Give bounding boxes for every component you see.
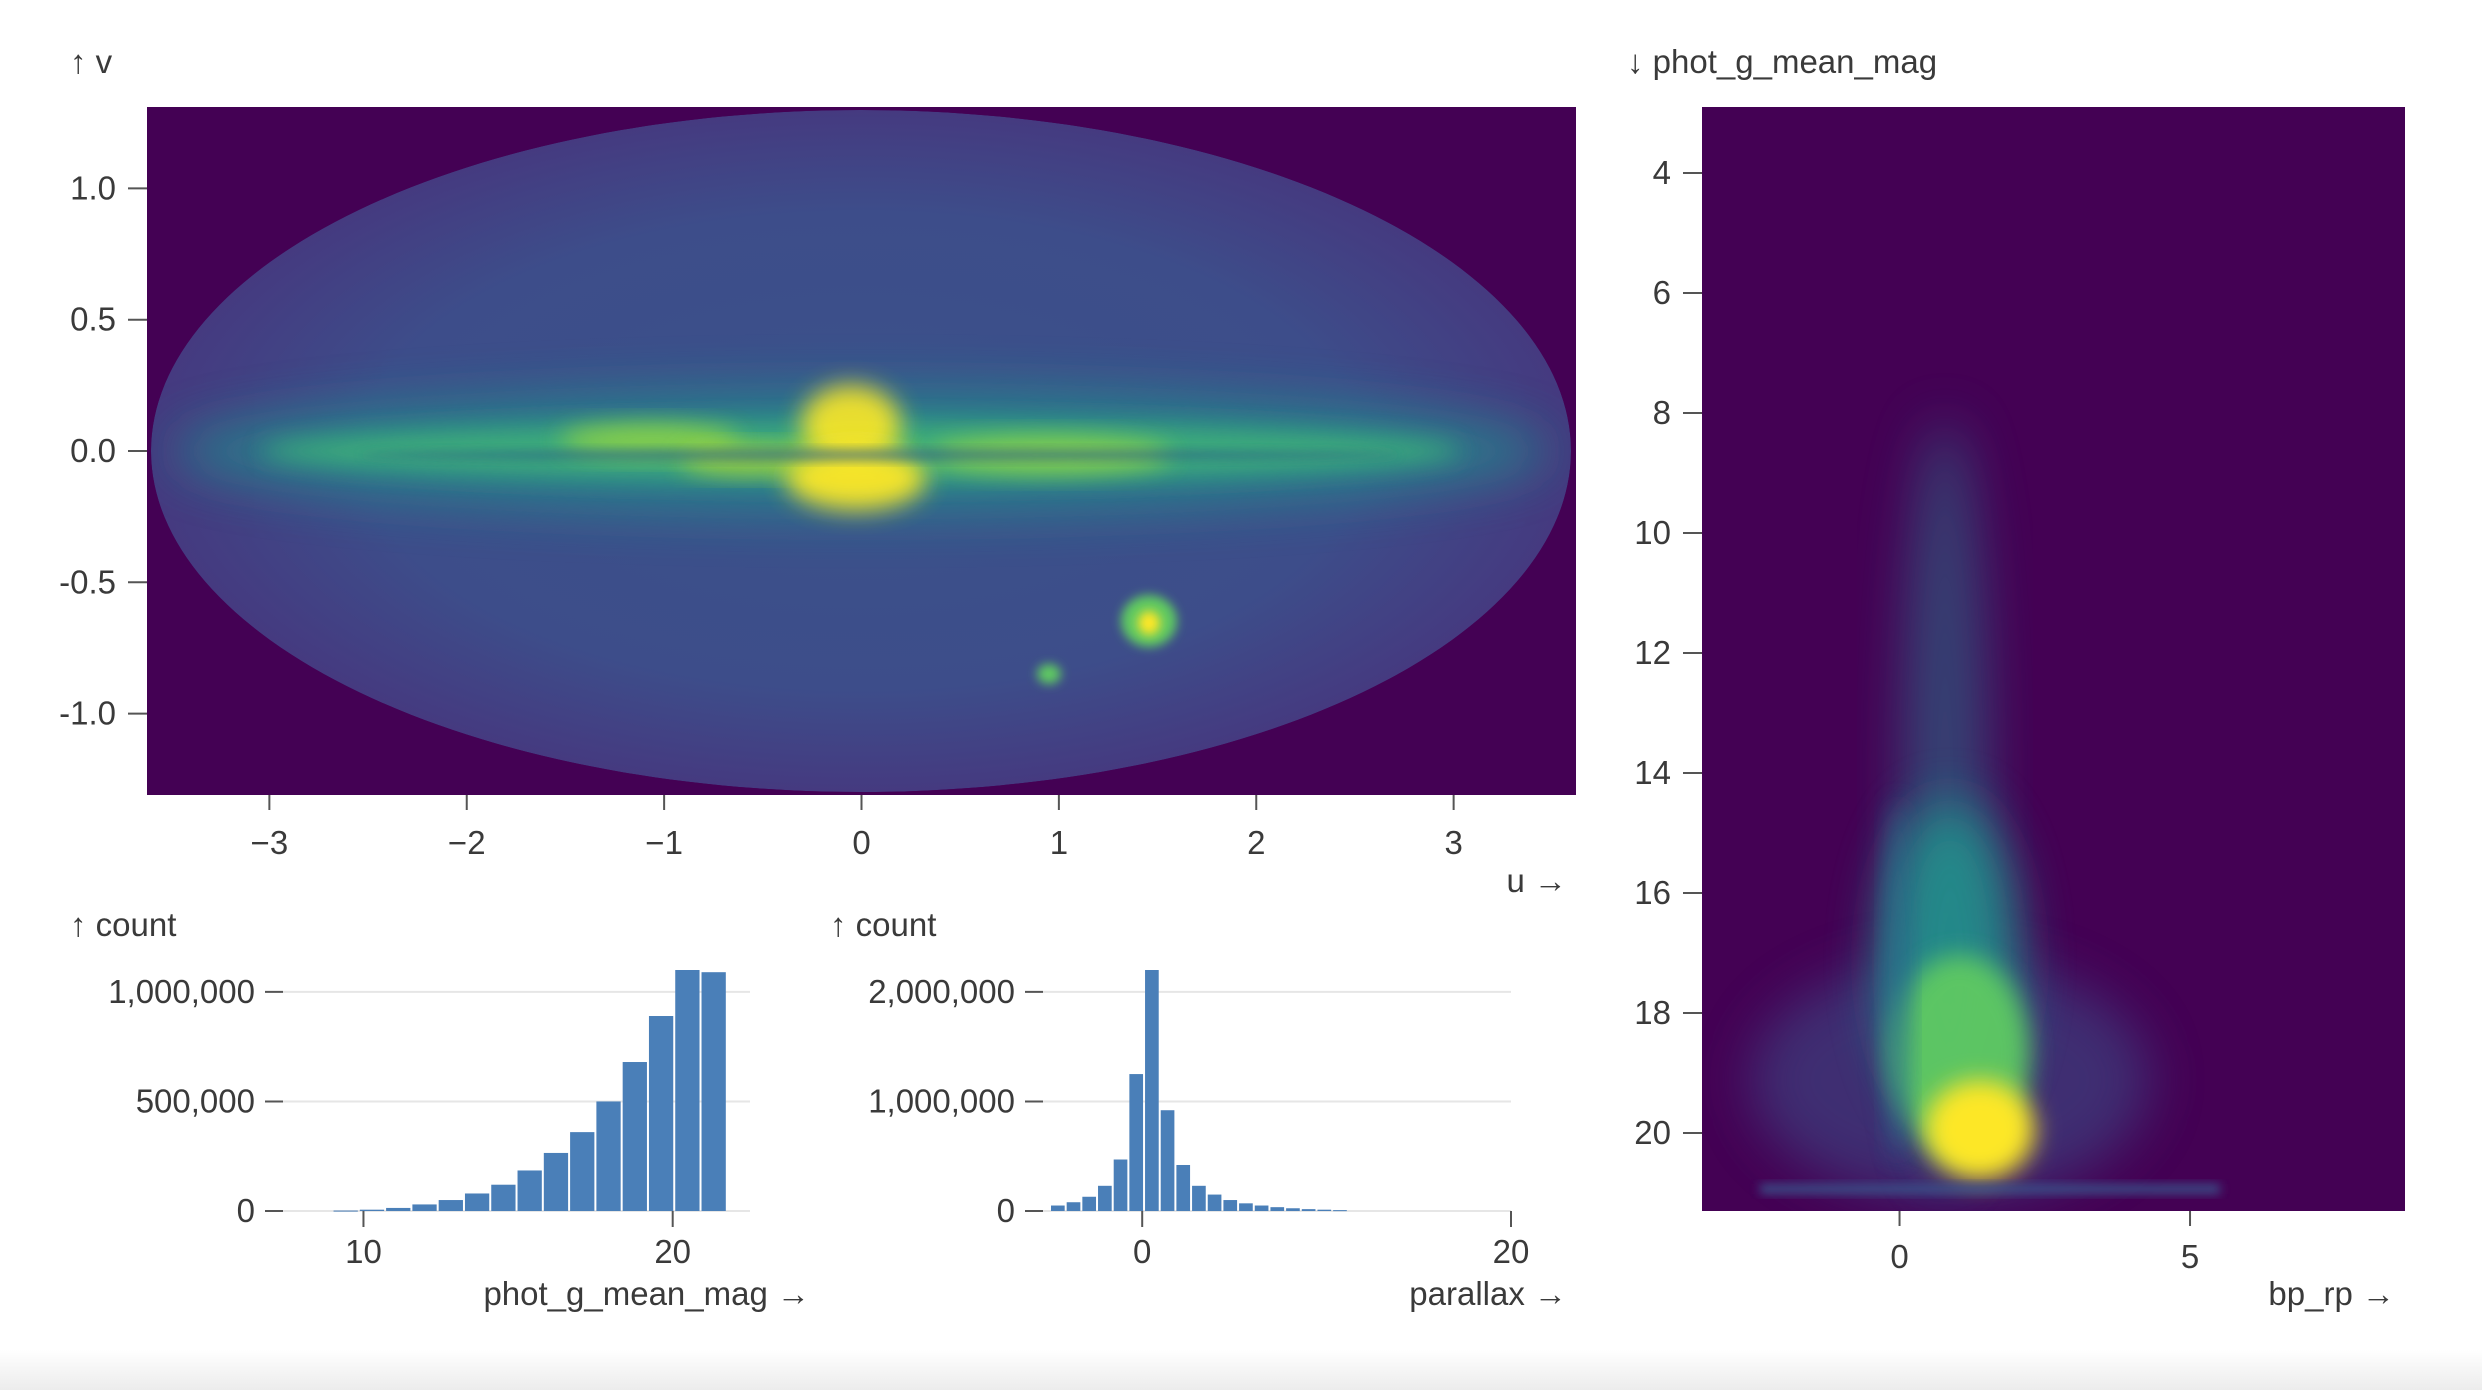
- hist1-bar: [596, 1101, 621, 1211]
- histogram-parallax: 0 1,000,000 2,000,000 0 20: [868, 970, 1529, 1270]
- cmd-y-tick-label: 6: [1653, 274, 1671, 311]
- hist2-bar: [1192, 1185, 1206, 1211]
- sky-x-tick-label: −1: [645, 824, 683, 861]
- sky-map-image: [151, 110, 1571, 792]
- window-bottom-edge: [0, 1350, 2482, 1390]
- hist1-bar: [333, 1210, 358, 1212]
- hist1-y-tick-label: 1,000,000: [108, 973, 255, 1010]
- hist1-bar: [570, 1132, 595, 1211]
- sky-x-tick-label: 3: [1444, 824, 1462, 861]
- cmd-panel: [1702, 107, 2405, 1211]
- hist1-bar: [359, 1209, 385, 1211]
- hist2-x-tick-label: 0: [1133, 1233, 1151, 1270]
- hist1-y-tick-label: 0: [237, 1192, 255, 1229]
- sky-y-tick-label: -1.0: [59, 695, 116, 732]
- cmd-y-tick-label: 14: [1634, 754, 1671, 791]
- hist2-bar: [1223, 1200, 1238, 1211]
- sky-map-axes: −3 −2 −1 0 1 2 3 1.0 0.5 0.0 -0.5 -1.0: [59, 169, 1463, 861]
- sky-x-axis-title: u →: [1506, 862, 1567, 899]
- histogram-phot-g-mean-mag: 0 500,000 1,000,000 10 20: [108, 970, 750, 1270]
- sky-y-tick-label: 0.0: [70, 432, 116, 469]
- hist1-bar: [412, 1204, 437, 1211]
- hist1-bar: [386, 1207, 411, 1211]
- hist1-bar: [438, 1200, 463, 1211]
- hist1-bar: [622, 1062, 647, 1211]
- cmd-y-tick-label: 10: [1634, 514, 1671, 551]
- cmd-x-tick-label: 5: [2181, 1238, 2199, 1275]
- hist1-bar: [517, 1170, 542, 1211]
- sky-x-tick-label: 0: [852, 824, 870, 861]
- sky-y-tick-label: 0.5: [70, 301, 116, 338]
- cmd-y-tick-label: 16: [1634, 874, 1671, 911]
- hist1-bar: [464, 1193, 490, 1211]
- hist2-bar: [1286, 1208, 1300, 1211]
- sky-x-tick-label: 2: [1247, 824, 1265, 861]
- hist2-bar: [1160, 1110, 1175, 1211]
- hist2-x-tick-label: 20: [1493, 1233, 1530, 1270]
- sky-map-panel: [147, 107, 1576, 795]
- hist2-bar: [1207, 1194, 1222, 1211]
- cmd-y-tick-label: 4: [1653, 154, 1671, 191]
- hist2-bar: [1098, 1185, 1112, 1211]
- hist1-bar: [701, 972, 726, 1211]
- cmd-y-tick-label: 18: [1634, 994, 1671, 1031]
- cmd-y-tick-label: 20: [1634, 1114, 1671, 1151]
- hist2-bar: [1270, 1207, 1285, 1211]
- hist2-bar: [1317, 1209, 1332, 1211]
- cmd-x-tick-label: 0: [1890, 1238, 1908, 1275]
- hist2-bar: [1239, 1203, 1253, 1211]
- hist2-bar: [1051, 1205, 1065, 1211]
- hist2-bar: [1066, 1202, 1081, 1211]
- hist2-y-tick-label: 0: [997, 1192, 1015, 1229]
- cmd-y-axis-title: ↓ phot_g_mean_mag: [1627, 43, 1937, 80]
- sky-y-tick-label: -0.5: [59, 563, 116, 600]
- hist2-bar: [1082, 1196, 1097, 1211]
- hist1-x-tick-label: 10: [345, 1233, 382, 1270]
- hist1-bar: [491, 1184, 516, 1211]
- sky-x-tick-label: 1: [1050, 824, 1068, 861]
- hist2-y-axis-title: ↑ count: [830, 906, 936, 943]
- hist1-y-tick-label: 500,000: [136, 1082, 255, 1119]
- hist2-x-axis-title: parallax →: [1409, 1275, 1567, 1312]
- hist1-x-tick-label: 20: [654, 1233, 691, 1270]
- sky-y-axis-title: ↑ v: [70, 43, 113, 80]
- sky-x-tick-label: −2: [448, 824, 486, 861]
- cmd-axes: 0 5 4 6 8 10 12 14 16 18 20: [1634, 154, 2199, 1275]
- hist1-y-axis-title: ↑ count: [70, 906, 176, 943]
- hist2-y-tick-label: 1,000,000: [868, 1082, 1015, 1119]
- sky-x-tick-label: −3: [251, 824, 289, 861]
- cmd-y-tick-label: 8: [1653, 394, 1671, 431]
- cmd-y-tick-label: 12: [1634, 634, 1671, 671]
- hist1-bar: [675, 970, 700, 1211]
- hist2-y-tick-label: 2,000,000: [868, 973, 1015, 1010]
- cmd-x-axis-title: bp_rp →: [2268, 1275, 2395, 1312]
- hist2-bar: [1176, 1164, 1191, 1211]
- hist2-bar: [1129, 1074, 1144, 1211]
- hist2-bar: [1301, 1209, 1316, 1211]
- hist1-bar: [648, 1016, 674, 1211]
- hist2-bar: [1254, 1205, 1269, 1211]
- sky-y-tick-label: 1.0: [70, 169, 116, 206]
- hist1-x-axis-title: phot_g_mean_mag →: [483, 1275, 810, 1312]
- hist2-bar: [1113, 1159, 1128, 1211]
- hist2-bar: [1145, 970, 1159, 1211]
- cmd-image: [1750, 420, 2220, 1200]
- hist2-bar: [1333, 1210, 1347, 1212]
- hist1-bar: [543, 1152, 569, 1211]
